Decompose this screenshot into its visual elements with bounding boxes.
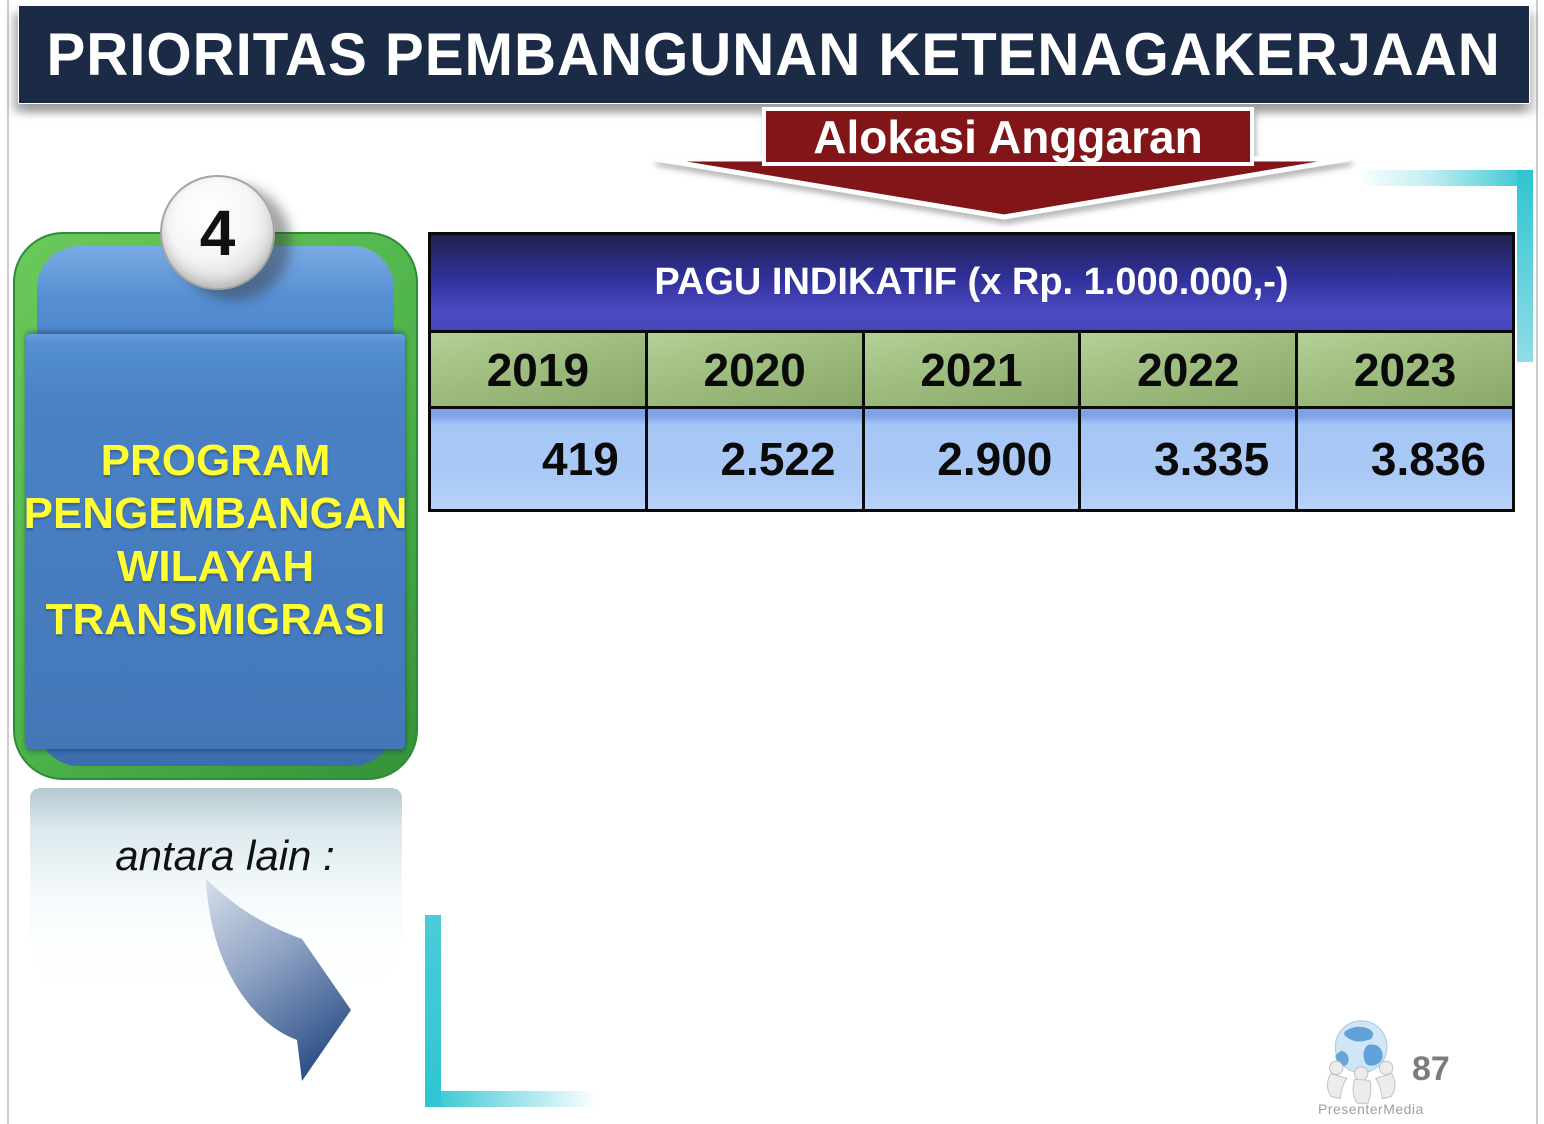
value-cell: 3.335 bbox=[1078, 409, 1296, 509]
down-arrow-icon bbox=[653, 156, 1351, 220]
program-number-badge: 4 bbox=[160, 175, 275, 290]
curved-arrow-icon bbox=[206, 879, 351, 1081]
year-cell: 2023 bbox=[1295, 333, 1512, 406]
program-title-line: WILAYAH bbox=[116, 542, 315, 591]
table-row-values: 419 2.522 2.900 3.335 3.836 bbox=[431, 406, 1512, 509]
alokasi-banner-label: Alokasi Anggaran bbox=[813, 110, 1203, 163]
program-card: PROGRAM PENGEMBANGAN WILAYAH TRANSMIGRAS… bbox=[13, 232, 418, 780]
presentermedia-logo bbox=[1326, 1020, 1396, 1104]
value-cell: 3.836 bbox=[1295, 409, 1512, 509]
pagu-table: PAGU INDIKATIF (x Rp. 1.000.000,-) 2019 … bbox=[428, 232, 1515, 512]
program-card-title: PROGRAM PENGEMBANGAN WILAYAH TRANSMIGRAS… bbox=[15, 434, 416, 646]
alokasi-banner-box bbox=[762, 107, 1254, 166]
value-cell: 2.522 bbox=[644, 409, 862, 509]
watermark-label: PresenterMedia bbox=[1318, 1101, 1424, 1117]
title-banner: PRIORITAS PEMBANGUNAN KETENAGAKERJAAN bbox=[18, 5, 1530, 104]
corner-bracket-bottom-left-horizontal bbox=[425, 1091, 593, 1107]
year-cell: 2021 bbox=[861, 333, 1079, 406]
program-number: 4 bbox=[199, 196, 236, 269]
slide-right-edge bbox=[1536, 0, 1538, 1124]
year-cell: 2020 bbox=[644, 333, 862, 406]
corner-bracket-top-right-vertical bbox=[1517, 170, 1533, 362]
corner-bracket-bottom-left-vertical bbox=[425, 915, 441, 1107]
pagu-table-header: PAGU INDIKATIF (x Rp. 1.000.000,-) bbox=[431, 235, 1512, 330]
year-cell: 2022 bbox=[1078, 333, 1296, 406]
value-cell: 419 bbox=[431, 409, 645, 509]
corner-bracket-top-right-horizontal bbox=[1363, 170, 1533, 186]
program-title-line: TRANSMIGRASI bbox=[45, 595, 386, 644]
note-text: antara lain : bbox=[115, 832, 335, 879]
program-title-line: PENGEMBANGAN bbox=[23, 489, 408, 538]
alokasi-arrow-shape bbox=[653, 107, 1351, 220]
year-cell: 2019 bbox=[431, 333, 645, 406]
table-row-years: 2019 2020 2021 2022 2023 bbox=[431, 330, 1512, 406]
slide-title: PRIORITAS PEMBANGUNAN KETENAGAKERJAAN bbox=[46, 21, 1502, 88]
program-title-line: PROGRAM bbox=[100, 436, 331, 485]
slide-left-edge bbox=[7, 0, 9, 1124]
page-number: 87 bbox=[1412, 1050, 1450, 1088]
value-cell: 2.900 bbox=[861, 409, 1079, 509]
program-card-body bbox=[26, 334, 405, 749]
